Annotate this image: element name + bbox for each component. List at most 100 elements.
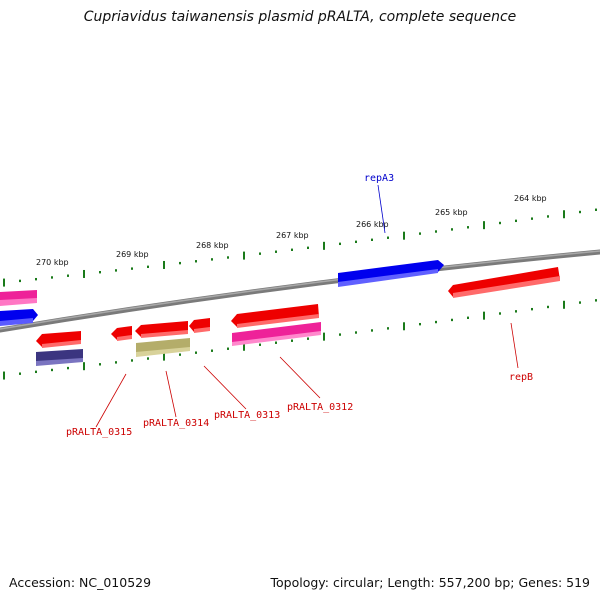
gene-arrow-navy[interactable] [36, 349, 83, 366]
minor-tick [179, 261, 181, 265]
gene-label-pRALTA_0314[interactable]: pRALTA_0314 [143, 418, 209, 429]
outer-tick-ring [3, 208, 597, 287]
gene-label-pRALTA_0313[interactable]: pRALTA_0313 [214, 410, 280, 421]
minor-tick [371, 329, 373, 332]
leader-pRALTA_0312 [279, 356, 321, 399]
map-title: Cupriavidus taiwanensis plasmid pRALTA, … [83, 9, 517, 25]
tick-label-264: 264 kbp [514, 194, 547, 203]
major-tick [323, 332, 325, 341]
gene-arrow-red-4[interactable] [189, 318, 210, 333]
minor-tick [579, 210, 581, 214]
minor-tick [419, 232, 421, 235]
minor-tick [547, 215, 549, 218]
minor-tick [515, 310, 517, 313]
minor-tick [275, 341, 277, 344]
gene-arrow-red-2[interactable] [111, 326, 132, 341]
gene-label-repA3[interactable]: repA3 [364, 173, 394, 184]
gene-arrow-repA3[interactable] [338, 260, 444, 287]
minor-tick [51, 276, 53, 279]
gene-label-repB[interactable]: repB [509, 372, 533, 383]
minor-tick [275, 250, 277, 253]
minor-tick [307, 246, 309, 250]
minor-tick [339, 333, 341, 336]
minor-tick [547, 305, 549, 309]
minor-tick [499, 221, 501, 225]
minor-tick [387, 327, 389, 330]
leader-repB [510, 322, 519, 369]
gene-arrow-khaki[interactable] [136, 338, 190, 357]
tick-label-267: 267 kbp [276, 231, 309, 240]
gene-arrow-repB[interactable] [448, 267, 560, 298]
major-tick [3, 371, 5, 380]
plasmid-backbone [0, 249, 600, 333]
gene-arrow-pink-left[interactable] [0, 290, 37, 306]
leader-pRALTA_0313 [203, 365, 247, 410]
minor-tick [435, 230, 437, 233]
tick-label-266: 266 kbp [356, 220, 389, 229]
major-tick [403, 322, 405, 331]
minor-tick [371, 238, 373, 241]
major-tick [243, 251, 245, 260]
minor-tick [211, 258, 213, 261]
topology-summary: Topology: circular; Length: 557,200 bp; … [270, 575, 591, 590]
minor-tick [131, 267, 133, 270]
major-tick [323, 241, 325, 250]
major-tick [563, 300, 565, 309]
minor-tick [115, 361, 117, 364]
gene-arrow-pink-right[interactable] [232, 322, 321, 346]
minor-tick [131, 359, 133, 362]
minor-tick [115, 269, 117, 272]
minor-tick [435, 320, 437, 324]
plasmid-backbone-highlight [0, 250, 600, 330]
minor-tick [99, 363, 101, 366]
tick-label-265: 265 kbp [435, 208, 468, 217]
minor-tick [35, 277, 37, 281]
minor-tick [19, 372, 21, 375]
minor-tick [531, 307, 533, 311]
minor-tick [195, 351, 197, 354]
tick-label-268: 268 kbp [196, 241, 229, 250]
minor-tick [291, 339, 293, 342]
minor-tick [259, 343, 261, 346]
leader-pRALTA_0314 [165, 370, 177, 418]
minor-tick [147, 265, 149, 269]
leader-repA3 [377, 184, 386, 234]
gene-label-pRALTA_0312[interactable]: pRALTA_0312 [287, 402, 353, 413]
gene-label-pRALTA_0315[interactable]: pRALTA_0315 [66, 427, 132, 438]
major-tick [163, 260, 165, 269]
gene-arrow-red-1[interactable] [36, 331, 81, 348]
tick-label-270: 270 kbp [36, 258, 69, 267]
minor-tick [499, 312, 501, 315]
minor-tick [339, 242, 341, 246]
major-tick [3, 278, 5, 287]
minor-tick [515, 219, 517, 223]
inner-tick-ring [3, 299, 597, 380]
minor-tick [67, 274, 69, 277]
minor-tick [467, 316, 469, 319]
major-tick [563, 210, 565, 219]
major-tick [163, 352, 165, 361]
gene-arrow-red-3[interactable] [135, 321, 188, 338]
gene-arrow-red-5[interactable] [231, 304, 319, 328]
minor-tick [307, 337, 309, 340]
major-tick [83, 362, 85, 371]
minor-tick [451, 228, 453, 231]
minor-tick [595, 299, 597, 302]
minor-tick [35, 370, 37, 374]
gene-arrow-blue-left[interactable] [0, 309, 38, 326]
major-tick [83, 269, 85, 278]
major-tick [483, 311, 485, 320]
minor-tick [531, 217, 533, 220]
minor-tick [99, 271, 101, 274]
minor-tick [355, 240, 357, 244]
minor-tick [211, 349, 213, 352]
minor-tick [259, 252, 261, 255]
minor-tick [67, 366, 69, 370]
accession-text: Accession: NC_010529 [9, 575, 152, 590]
major-tick [403, 231, 405, 240]
minor-tick [355, 331, 357, 334]
minor-tick [579, 301, 581, 304]
minor-tick [19, 279, 21, 283]
minor-tick [147, 357, 149, 360]
